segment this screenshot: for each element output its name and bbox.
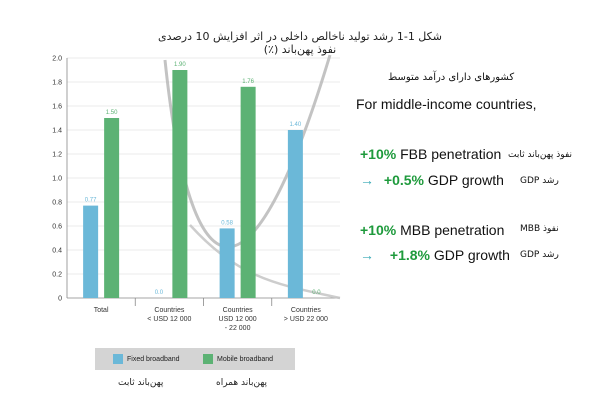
heading-en: For middle-income countries, (356, 96, 537, 112)
legend: Fixed broadband Mobile broadband (95, 348, 295, 370)
data-label: 0.77 (85, 198, 97, 204)
category-label: < USD 12 000 (147, 316, 191, 323)
y-tick-label: 0.4 (52, 248, 62, 255)
fbb-pct: +10% (360, 146, 397, 162)
legend-label-fixed: Fixed broadband (127, 355, 180, 363)
mbb-line: +10% MBB penetration (360, 222, 504, 238)
data-label: 1.50 (106, 110, 118, 116)
gdp1-pct: +0.5% (383, 172, 424, 188)
y-tick-label: 1.4 (52, 128, 62, 135)
bar-mobile (172, 70, 188, 298)
bar-mobile (104, 118, 120, 298)
category-label: Total (94, 307, 109, 314)
bar-fixed (219, 228, 235, 298)
fbb-label: FBB penetration (400, 146, 502, 162)
data-label: 1.90 (174, 62, 186, 68)
bar-mobile (240, 86, 256, 298)
figure-title: شکل 1-1 رشد تولید ناخالص داخلی در اثر اف… (158, 30, 442, 56)
data-label: 0.58 (221, 220, 233, 226)
legend-label-mobile: Mobile broadband (217, 355, 274, 363)
mbb-fa: نفوذ MBB (520, 224, 559, 234)
y-tick-label: 2.0 (52, 56, 62, 63)
arrow-icon: → (360, 172, 374, 188)
category-label: Countries (291, 307, 321, 314)
bar-fixed (83, 205, 99, 298)
y-tick-label: 1.6 (52, 104, 62, 111)
legend-fa-fixed: پهن‌باند ثابت (118, 378, 164, 388)
gdp2-pct: +1.8% (389, 247, 430, 263)
gdp2-label: GDP growth (433, 247, 510, 263)
legend-item-fixed: Fixed broadband (113, 354, 180, 364)
legend-swatch-fixed (113, 354, 123, 364)
category-label: > USD 22 000 (284, 316, 328, 323)
y-tick-label: 0.2 (52, 272, 62, 279)
fbb-fa: نفوذ پهن‌باند ثابت (508, 150, 573, 160)
descending-curve (189, 224, 341, 300)
y-tick-label: 0.8 (52, 200, 62, 207)
legend-fa-mobile: پهن‌باند همراه (216, 378, 267, 388)
y-tick-label: 1.8 (52, 80, 62, 87)
heading-fa: کشورهای دارای درآمد متوسط (388, 72, 515, 83)
y-tick-label: 1.0 (52, 176, 62, 183)
gdp2-line: → +1.8% GDP growth (360, 247, 510, 263)
category-label: Countries (154, 307, 184, 314)
gdp1-fa: رشد GDP (520, 176, 559, 186)
category-label: - 22 000 (225, 325, 251, 332)
data-label: 0.0 (312, 290, 321, 296)
mbb-pct: +10% (360, 222, 397, 238)
data-label: 1.40 (290, 122, 302, 128)
y-tick-label: 1.2 (52, 152, 62, 159)
category-label: USD 12 000 (219, 316, 257, 323)
data-label: 0.0 (155, 290, 164, 296)
mbb-label: MBB penetration (400, 222, 505, 238)
data-label: 1.76 (242, 79, 254, 85)
y-tick-label: 0.6 (52, 224, 62, 231)
fbb-line: +10% FBB penetration (360, 146, 501, 162)
bar-fixed (287, 130, 303, 298)
gdp1-label: GDP growth (427, 172, 504, 188)
gdp1-line: → +0.5% GDP growth (360, 172, 504, 188)
arrow-icon: → (360, 247, 374, 263)
legend-swatch-mobile (203, 354, 213, 364)
gdp2-fa: رشد GDP (520, 250, 559, 260)
legend-item-mobile: Mobile broadband (203, 354, 273, 364)
category-label: Countries (223, 307, 253, 314)
y-tick-label: 0 (58, 296, 62, 303)
